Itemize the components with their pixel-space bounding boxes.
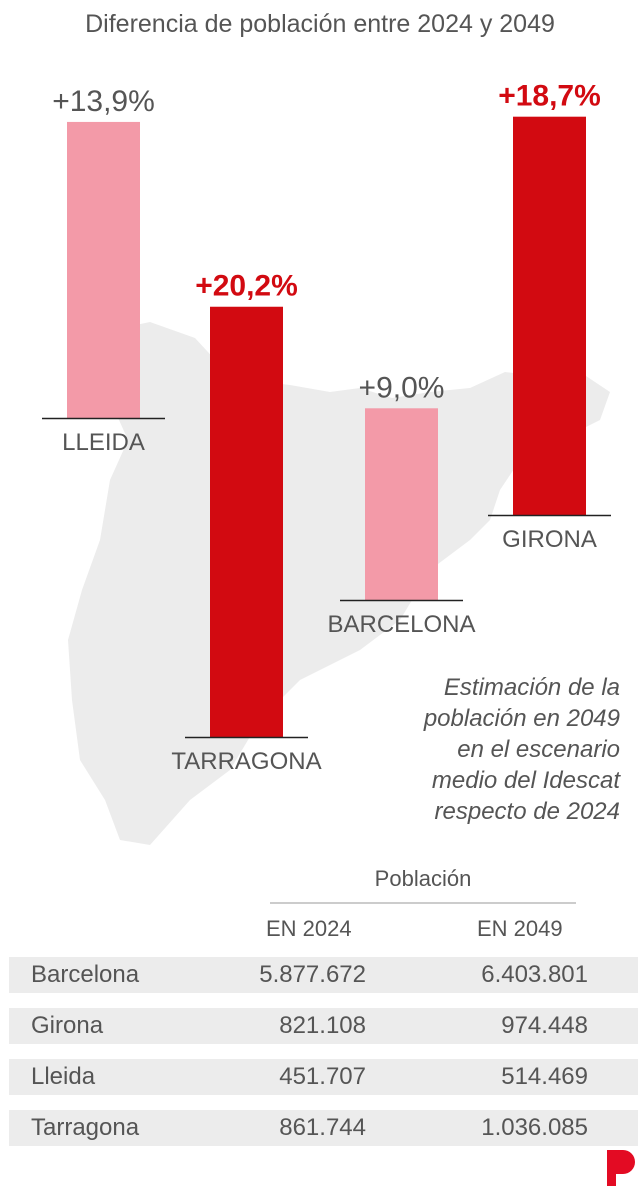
province-name: Lleida <box>31 1063 96 1090</box>
population-2024: 5.877.672 <box>259 961 366 988</box>
bar-chart: +13,9% LLEIDA +20,2% TARRAGONA +9,0% BARCELON… <box>42 80 611 845</box>
bar-barcelona <box>365 408 438 600</box>
category-label: LLEIDA <box>62 429 145 456</box>
note-line: en el escenario <box>457 736 620 763</box>
note-line: población en 2049 <box>423 705 620 732</box>
note-line: Estimación de la <box>443 674 620 701</box>
publisher-logo <box>607 1150 635 1186</box>
population-2024: 451.707 <box>279 1063 366 1090</box>
chart-note: Estimación de la población en 2049 en el… <box>320 672 620 827</box>
note-line: respecto de 2024 <box>434 798 620 825</box>
category-label: BARCELONA <box>327 611 475 638</box>
category-label: TARRAGONA <box>171 748 321 775</box>
population-2049: 514.469 <box>501 1063 588 1090</box>
group-header: Población <box>374 866 472 891</box>
province-name: Barcelona <box>31 961 140 988</box>
population-2024: 821.108 <box>279 1012 366 1039</box>
bar-tarragona <box>210 306 283 737</box>
column-header-2049: EN 2049 <box>477 916 563 941</box>
bar-lleida <box>67 121 140 419</box>
province-name: Girona <box>31 1012 104 1039</box>
note-line: medio del Idescat <box>431 767 620 794</box>
population-2049: 1.036.085 <box>481 1114 588 1141</box>
population-2024: 861.744 <box>279 1114 366 1141</box>
column-header-2024: EN 2024 <box>266 916 352 941</box>
province-name: Tarragona <box>31 1114 140 1141</box>
population-2049: 6.403.801 <box>481 961 588 988</box>
population-2049: 974.448 <box>501 1012 588 1039</box>
group-divider <box>270 902 576 904</box>
catalonia-map <box>68 322 610 845</box>
chart-title: Diferencia de población entre 2024 y 204… <box>85 10 555 38</box>
category-label: GIRONA <box>502 526 597 553</box>
data-label: +18,7% <box>498 80 601 113</box>
table-row: Barcelona 5.877.672 6.403.801 <box>9 957 638 993</box>
table-row: Girona 821.108 974.448 <box>9 1008 638 1044</box>
table-row: Lleida 451.707 514.469 <box>9 1059 638 1095</box>
data-label: +20,2% <box>195 270 298 303</box>
table-row: Tarragona 861.744 1.036.085 <box>9 1110 638 1146</box>
bar-girona <box>513 116 586 515</box>
data-label: +9,0% <box>359 371 445 404</box>
data-label: +13,9% <box>52 85 155 118</box>
